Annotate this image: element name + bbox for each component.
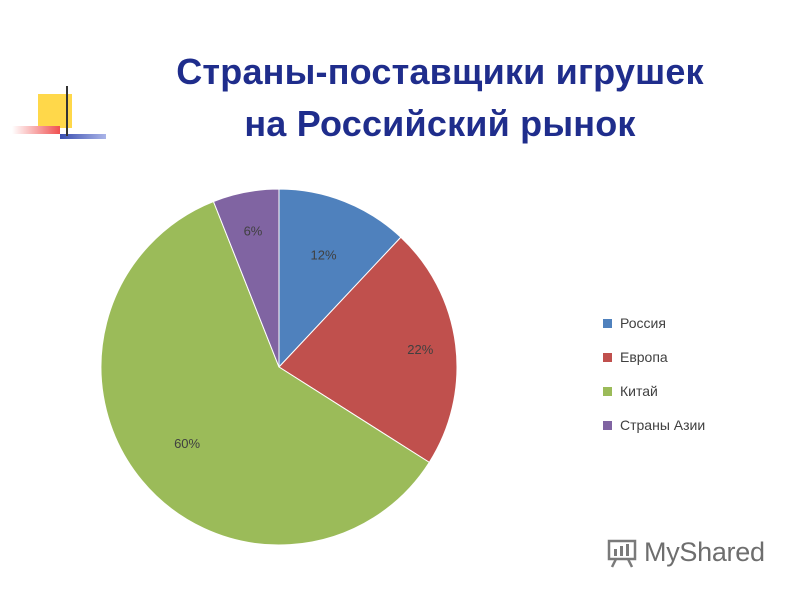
legend-label: Страны Азии	[620, 417, 706, 433]
data-label-3: 60%	[174, 436, 200, 451]
pie-slice-1	[278, 188, 402, 369]
presentation-board-icon	[607, 539, 637, 568]
legend-label: Россия	[620, 315, 666, 331]
pie-slice-4	[212, 188, 280, 368]
decor-blue-bar	[60, 134, 106, 139]
pie-slice-2	[278, 236, 458, 464]
decor-red-stripe	[12, 126, 60, 134]
legend-label: Европа	[620, 349, 668, 365]
watermark-text: MyShared	[644, 536, 765, 567]
legend-item: Европа	[603, 340, 705, 374]
watermark-logo: MyShared	[606, 536, 765, 568]
legend-item: Китай	[603, 374, 705, 408]
legend-item: Россия	[603, 306, 705, 340]
legend-swatch	[603, 318, 612, 328]
chart-legend: Россия Европа Китай Страны Азии	[603, 306, 705, 442]
legend-swatch	[603, 352, 612, 362]
data-label-4: 6%	[244, 224, 263, 239]
data-label-2: 22%	[407, 342, 433, 357]
decor-vertical-line	[66, 86, 68, 136]
legend-swatch	[603, 420, 612, 430]
pie-slice-3	[100, 200, 430, 546]
legend-swatch	[603, 386, 612, 396]
legend-label: Китай	[620, 383, 658, 399]
data-label-1: 12%	[311, 247, 337, 262]
title-line-2: на Российский рынок	[244, 103, 636, 144]
slide-title: Страны-поставщики игрушек на Российский …	[120, 46, 760, 150]
title-line-1: Страны-поставщики игрушек	[176, 51, 704, 92]
legend-item: Страны Азии	[603, 408, 705, 442]
